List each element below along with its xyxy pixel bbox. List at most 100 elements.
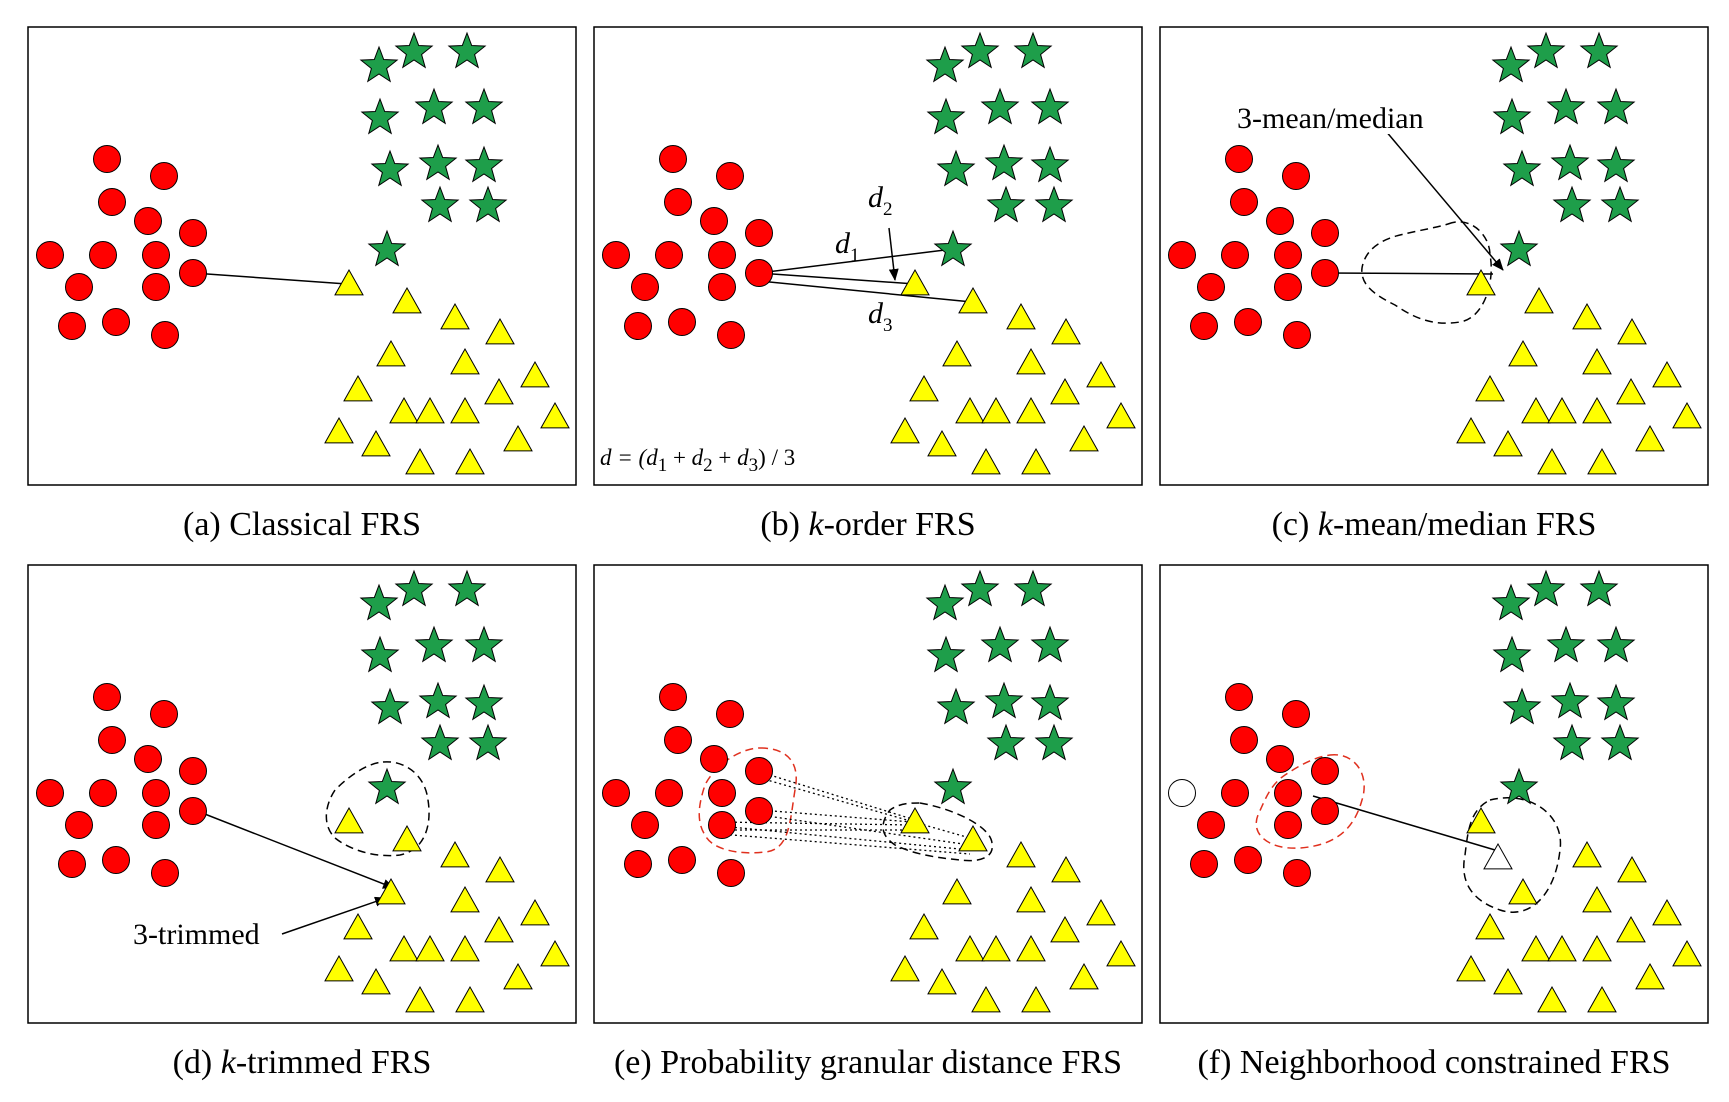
red-circle-sample — [151, 321, 179, 349]
yellow-triangle-sample — [1106, 401, 1136, 429]
yellow-triangle-sample — [343, 912, 373, 940]
yellow-triangle-sample — [1537, 985, 1567, 1013]
green-star-sample — [1499, 767, 1539, 805]
red-circle-sample — [142, 811, 170, 839]
yellow-triangle-sample — [520, 898, 550, 926]
red-circle-sample — [179, 797, 207, 825]
yellow-triangle-sample — [1069, 424, 1099, 452]
green-star-sample — [960, 31, 1000, 69]
red-circle-sample — [1190, 850, 1218, 878]
red-circle-sample — [708, 779, 736, 807]
red-circle-sample — [142, 779, 170, 807]
yellow-triangle-sample — [1617, 855, 1647, 883]
red-circle-sample — [631, 273, 659, 301]
yellow-triangle-sample — [1483, 842, 1513, 870]
yellow-triangle-sample — [1547, 396, 1577, 424]
green-star-sample — [1034, 185, 1074, 223]
yellow-triangle-sample — [1672, 939, 1702, 967]
red-circle-sample — [700, 207, 728, 235]
red-circle-sample — [98, 726, 126, 754]
d1-label: d1 — [835, 227, 860, 266]
green-star-sample — [1579, 569, 1619, 607]
panel-e-frame — [593, 564, 1143, 1024]
yellow-triangle-sample — [1475, 374, 1505, 402]
red-circle-sample — [102, 308, 130, 336]
yellow-triangle-sample — [1021, 985, 1051, 1013]
green-star-sample — [464, 683, 504, 721]
red-circle-sample — [142, 273, 170, 301]
green-star-sample — [370, 149, 410, 187]
annotation-arrow — [1384, 129, 1504, 271]
panel-f-overlay — [1255, 754, 1562, 913]
panel-a-overlay — [192, 272, 348, 285]
red-circle-sample — [1197, 273, 1225, 301]
red-circle-sample — [1225, 683, 1253, 711]
green-star-sample — [468, 185, 508, 223]
green-star-sample — [1491, 45, 1531, 83]
target-granule-boundary — [882, 802, 993, 862]
yellow-triangle-sample — [1537, 447, 1567, 475]
yellow-triangle-sample — [334, 268, 364, 296]
yellow-triangle-sample — [1050, 915, 1080, 943]
red-circle-sample — [151, 859, 179, 887]
k-neighborhood-boundary — [1361, 221, 1492, 324]
green-star-sample — [367, 229, 407, 267]
red-circle-sample — [1274, 273, 1302, 301]
yellow-triangle-sample — [540, 939, 570, 967]
red-circle-sample — [179, 757, 207, 785]
yellow-triangle-sample — [1021, 447, 1051, 475]
yellow-triangle-sample — [1616, 377, 1646, 405]
red-circle-sample — [745, 259, 773, 287]
green-star-sample — [418, 681, 458, 719]
green-star-sample — [986, 185, 1026, 223]
green-star-sample — [1546, 625, 1586, 663]
yellow-triangle-sample — [1106, 939, 1136, 967]
yellow-triangle-sample — [376, 339, 406, 367]
red-circle-sample — [655, 779, 683, 807]
yellow-triangle-sample — [415, 934, 445, 962]
green-star-sample — [1030, 87, 1070, 125]
yellow-triangle-sample — [343, 374, 373, 402]
panel-f-points — [1168, 569, 1702, 1013]
green-star-sample — [418, 143, 458, 181]
yellow-triangle-sample — [324, 416, 354, 444]
green-star-sample — [394, 569, 434, 607]
red-circle-sample — [36, 241, 64, 269]
red-circle-sample — [708, 811, 736, 839]
green-star-sample — [414, 625, 454, 663]
yellow-triangle-sample — [1635, 424, 1665, 452]
red-circle-sample — [134, 745, 162, 773]
panel-c-overlay: 3-mean/median — [1232, 96, 1504, 324]
red-circle-sample — [655, 241, 683, 269]
yellow-triangle-sample — [1582, 885, 1612, 913]
yellow-triangle-sample — [981, 396, 1011, 424]
red-circle-sample — [89, 241, 117, 269]
green-star-sample — [464, 625, 504, 663]
red-circle-sample — [1311, 797, 1339, 825]
panel-a-frame — [27, 26, 577, 486]
yellow-triangle-sample — [392, 286, 422, 314]
green-star-sample — [447, 31, 487, 69]
yellow-triangle-sample — [1051, 317, 1081, 345]
red-circle-sample — [134, 207, 162, 235]
yellow-triangle-sample — [450, 934, 480, 962]
green-star-sample — [464, 145, 504, 183]
green-star-sample — [936, 687, 976, 725]
green-star-sample — [1030, 145, 1070, 183]
distance-line-d1 — [758, 248, 954, 274]
green-star-sample — [464, 87, 504, 125]
yellow-triangle-sample — [942, 339, 972, 367]
red-circle-sample — [717, 321, 745, 349]
yellow-triangle-sample — [485, 317, 515, 345]
yellow-triangle-sample — [958, 286, 988, 314]
red-circle-sample — [668, 846, 696, 874]
yellow-triangle-sample — [1635, 962, 1665, 990]
yellow-triangle-sample — [1456, 416, 1486, 444]
red-circle-sample — [1190, 312, 1218, 340]
red-circle-sample — [1274, 779, 1302, 807]
yellow-triangle-sample — [503, 424, 533, 452]
panel-c-points — [1168, 31, 1702, 475]
panel-a-points — [36, 31, 570, 475]
green-star-sample — [925, 583, 965, 621]
